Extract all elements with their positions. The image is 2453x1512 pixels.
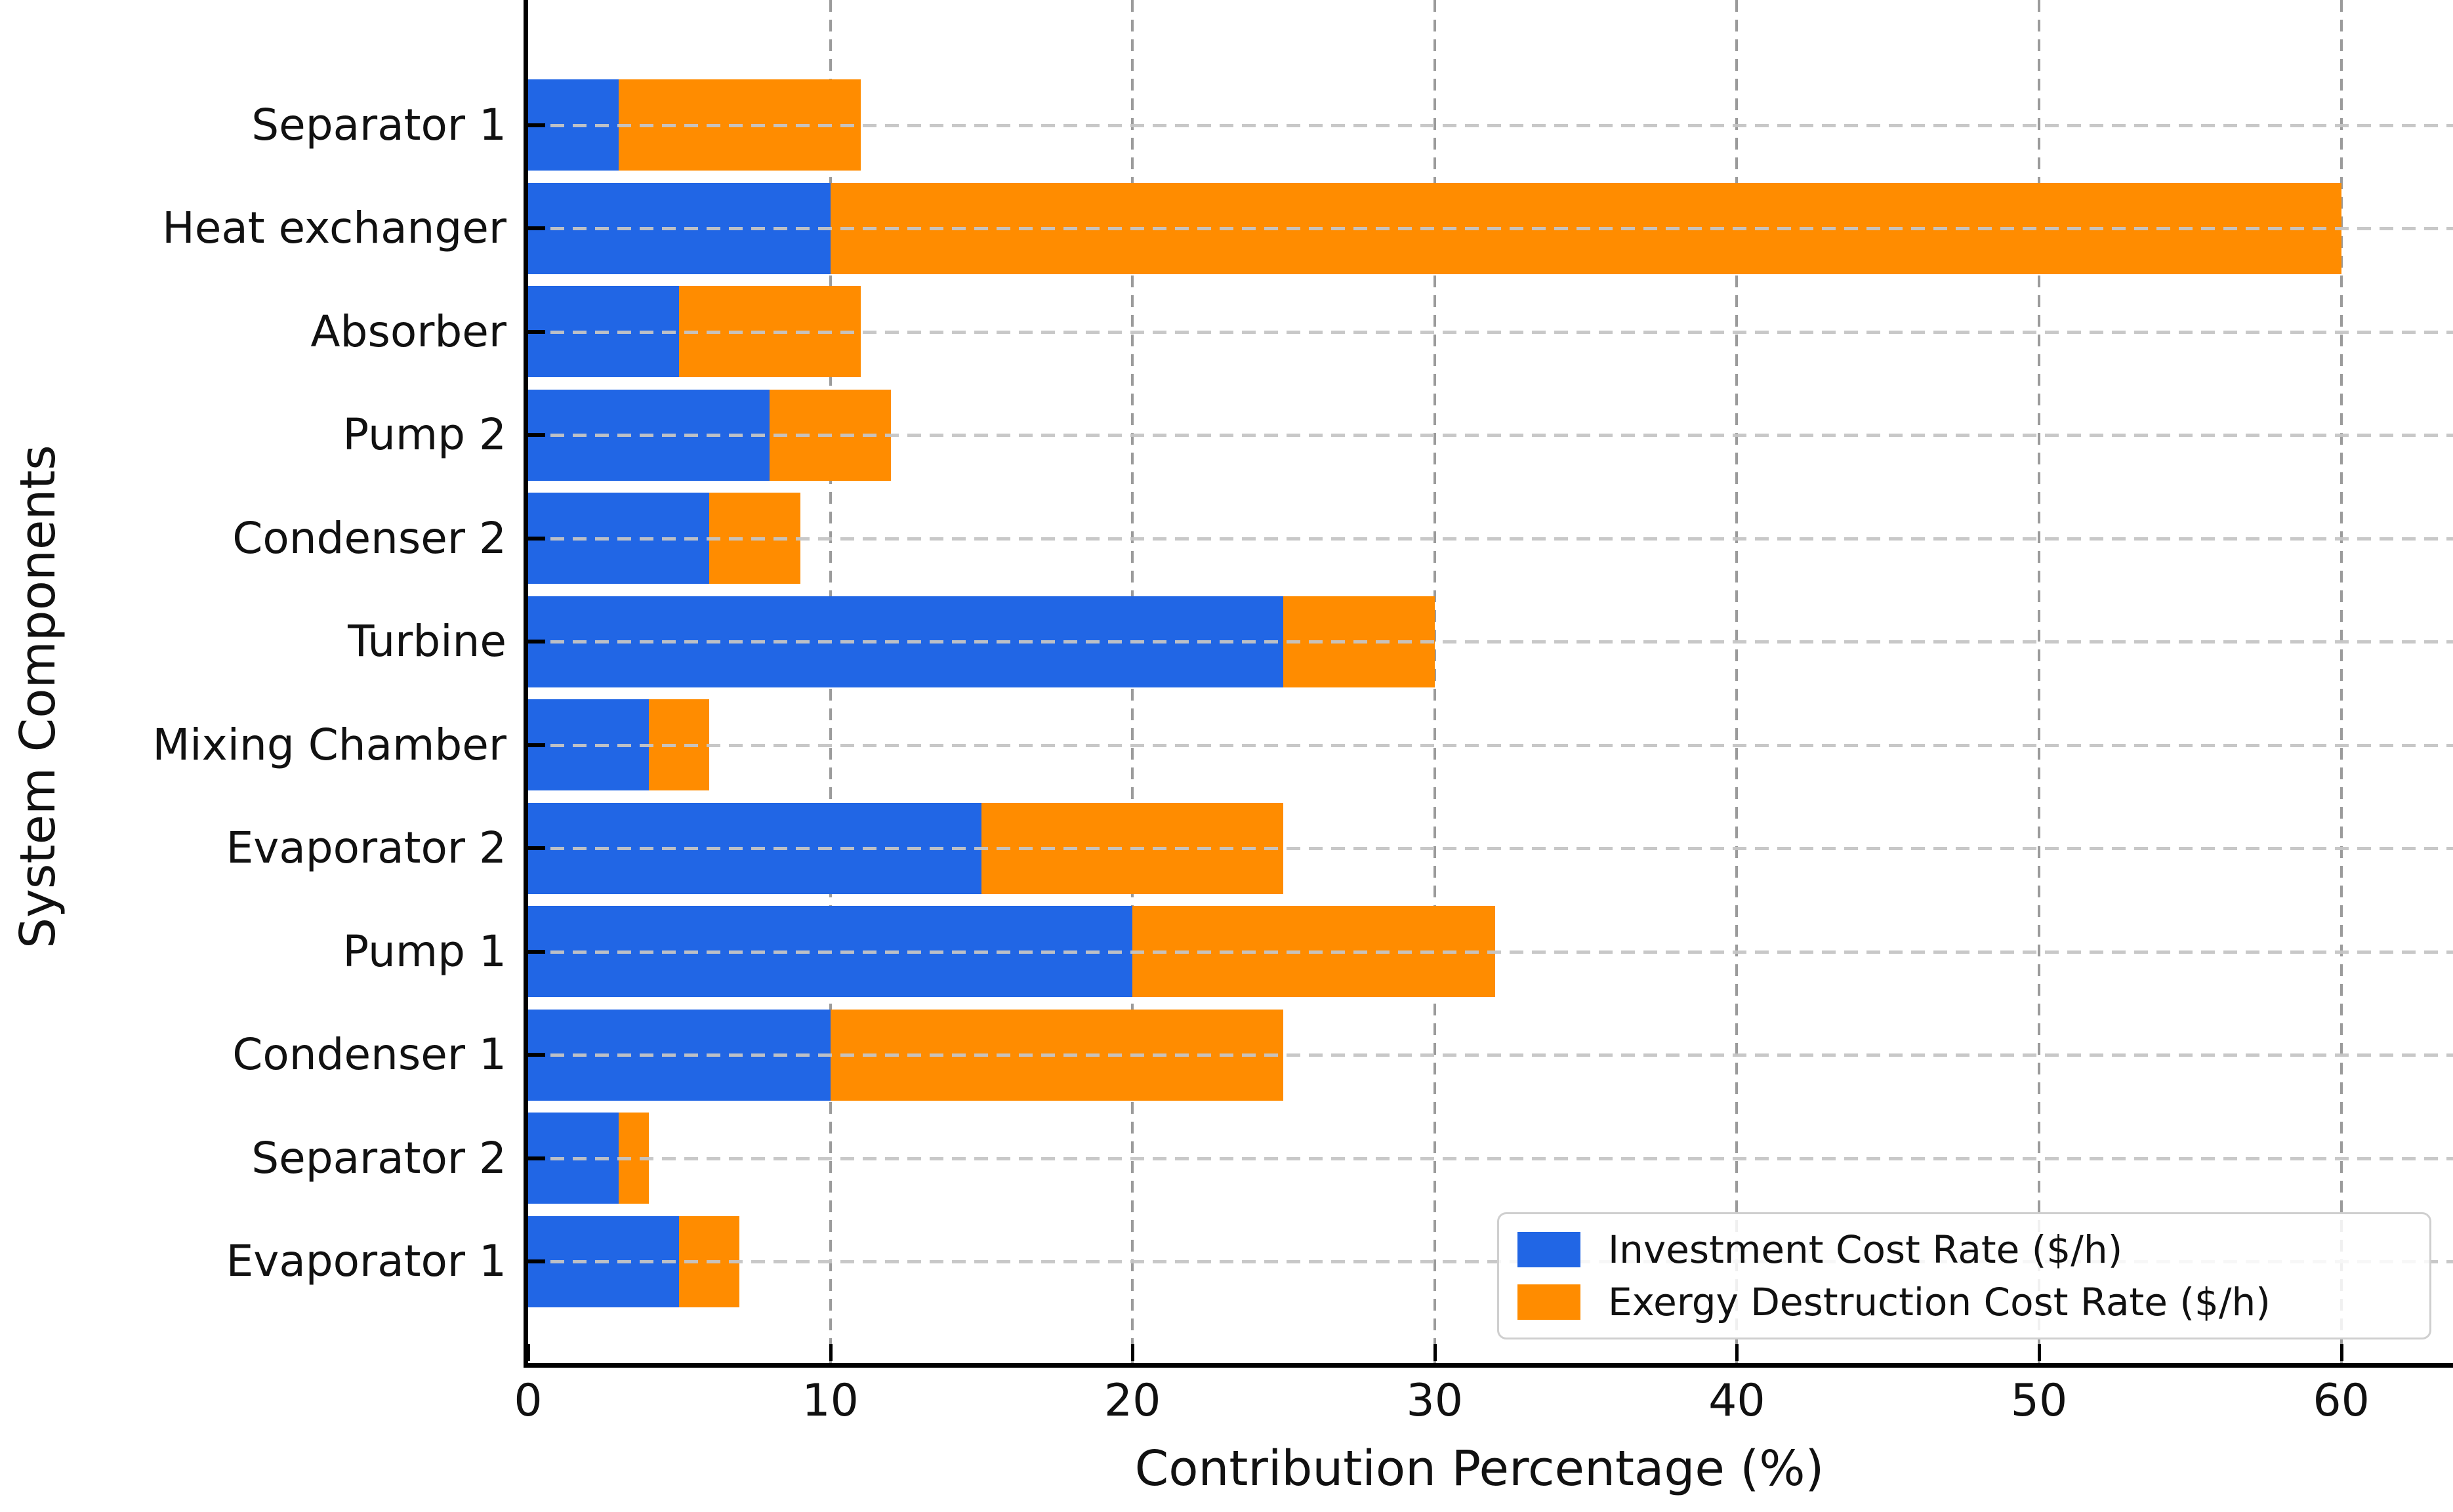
y-tick-mark-7: [528, 846, 545, 850]
y-gridline-9: [528, 1053, 2453, 1057]
x-tick-mark-0: [527, 1344, 530, 1361]
y-tick-label-pump-1: Pump 1: [342, 926, 506, 977]
y-tick-label-condenser-1: Condenser 1: [232, 1029, 506, 1080]
y-tick-mark-6: [528, 743, 545, 747]
x-tick-mark-40: [1735, 1344, 1739, 1361]
y-tick-mark-8: [528, 949, 545, 954]
x-gridline-30: [1433, 0, 1436, 1363]
y-tick-label-mixing-chamber: Mixing Chamber: [152, 719, 506, 770]
legend-entry-investment: Investment Cost Rate ($/h): [1517, 1228, 2411, 1271]
y-tick-mark-4: [528, 536, 545, 541]
y-gridline-11: [528, 1260, 2453, 1263]
y-tick-mark-9: [528, 1053, 545, 1057]
legend-swatch-icon: [1517, 1284, 1580, 1320]
y-axis-spine: [524, 0, 528, 1368]
x-tick-mark-60: [2340, 1344, 2343, 1361]
y-tick-mark-5: [528, 640, 545, 644]
y-gridline-3: [528, 434, 2453, 437]
x-axis-spine: [524, 1363, 2453, 1368]
y-tick-label-separator-1: Separator 1: [251, 99, 506, 150]
x-tick-label-30: 30: [1406, 1375, 1464, 1427]
x-tick-mark-20: [1131, 1344, 1135, 1361]
y-gridline-8: [528, 950, 2453, 954]
legend-label: Investment Cost Rate ($/h): [1608, 1227, 2123, 1273]
y-gridline-5: [528, 640, 2453, 644]
x-tick-label-20: 20: [1103, 1375, 1161, 1427]
y-tick-mark-11: [528, 1259, 545, 1263]
y-gridline-7: [528, 847, 2453, 850]
legend-label: Exergy Destruction Cost Rate ($/h): [1608, 1279, 2271, 1324]
y-tick-mark-3: [528, 433, 545, 437]
x-tick-mark-50: [2037, 1344, 2041, 1361]
x-tick-label-0: 0: [514, 1375, 543, 1427]
y-tick-label-evaporator-1: Evaporator 1: [226, 1236, 506, 1286]
y-tick-mark-0: [528, 123, 545, 127]
x-tick-label-50: 50: [2010, 1375, 2068, 1427]
y-tick-mark-2: [528, 329, 545, 334]
legend: Investment Cost Rate ($/h) Exergy Destruc…: [1497, 1212, 2431, 1339]
x-tick-label-40: 40: [1708, 1375, 1765, 1427]
y-gridline-4: [528, 537, 2453, 541]
y-gridline-0: [528, 123, 2453, 127]
y-tick-label-turbine: Turbine: [348, 616, 506, 666]
x-gridline-40: [1735, 0, 1739, 1363]
x-tick-label-10: 10: [802, 1375, 859, 1427]
y-tick-label-pump-2: Pump 2: [342, 409, 506, 460]
y-tick-mark-10: [528, 1156, 545, 1160]
x-tick-mark-10: [829, 1344, 833, 1361]
legend-swatch-icon: [1517, 1232, 1580, 1268]
legend-entry-exergy-destruction: Exergy Destruction Cost Rate ($/h): [1517, 1280, 2411, 1324]
y-gridline-6: [528, 743, 2453, 747]
y-gridline-2: [528, 330, 2453, 334]
x-gridline-60: [2340, 0, 2343, 1363]
y-tick-label-separator-2: Separator 2: [251, 1132, 506, 1183]
y-gridline-1: [528, 227, 2453, 230]
x-axis-title: Contribution Percentage (%): [1134, 1440, 1824, 1497]
y-tick-label-heat-exchanger: Heat exchanger: [162, 203, 506, 253]
x-gridline-50: [2037, 0, 2040, 1363]
y-tick-label-condenser-2: Condenser 2: [232, 512, 506, 563]
y-tick-label-evaporator-2: Evaporator 2: [226, 823, 506, 873]
y-tick-label-absorber: Absorber: [310, 306, 506, 357]
y-tick-mark-1: [528, 226, 545, 230]
y-gridline-10: [528, 1156, 2453, 1160]
x-tick-label-60: 60: [2313, 1375, 2370, 1427]
x-tick-mark-30: [1433, 1344, 1437, 1361]
